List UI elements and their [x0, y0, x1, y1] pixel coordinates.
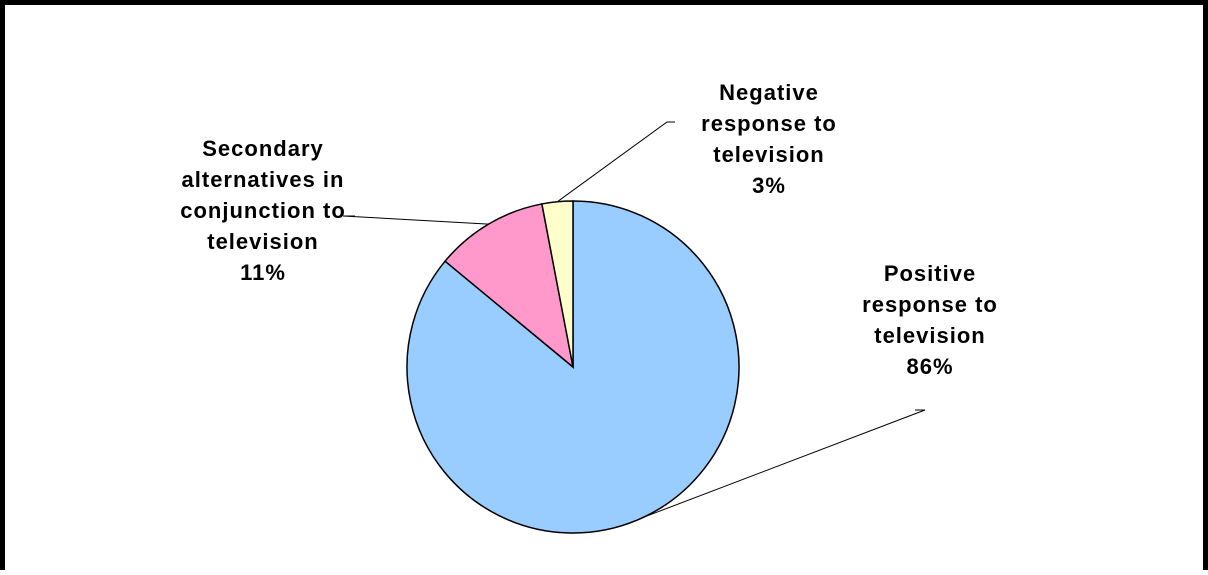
slice-label-line: Secondary [202, 136, 324, 161]
leader-line-1 [643, 409, 926, 518]
slice-percent-label: 86% [906, 354, 953, 379]
labels-layer: Positive response to television 86% Secondar… [180, 80, 998, 379]
pie-slice-2 [444, 203, 575, 369]
slice-label-line: conjunction to [180, 198, 346, 223]
pie-chart: Positive response to television 86% Secondar… [180, 80, 998, 534]
slice-label-line: television [207, 229, 318, 254]
leader-lines [342, 121, 926, 518]
slice-label-line: television [874, 323, 985, 348]
slice-label-2: Secondary alternatives in conjunction to te… [180, 136, 346, 285]
slice-percent-label: 11% [240, 260, 286, 285]
pie-slice-3 [541, 200, 574, 368]
slice-label-1: Positive response to television 86% [862, 261, 998, 379]
leader-line-3 [557, 121, 675, 203]
slice-percent-label: 3% [752, 173, 786, 198]
slice-label-3: Negative response to television 3% [701, 80, 837, 198]
slice-label-line: Negative [719, 80, 819, 105]
slice-label-line: television [713, 142, 824, 167]
leader-line-2 [342, 215, 489, 225]
slice-label-line: Positive [884, 261, 976, 286]
slices-layer [406, 200, 740, 534]
slice-label-line: alternatives in [182, 167, 345, 192]
slice-label-line: response to [862, 292, 998, 317]
slice-label-line: response to [701, 111, 837, 136]
